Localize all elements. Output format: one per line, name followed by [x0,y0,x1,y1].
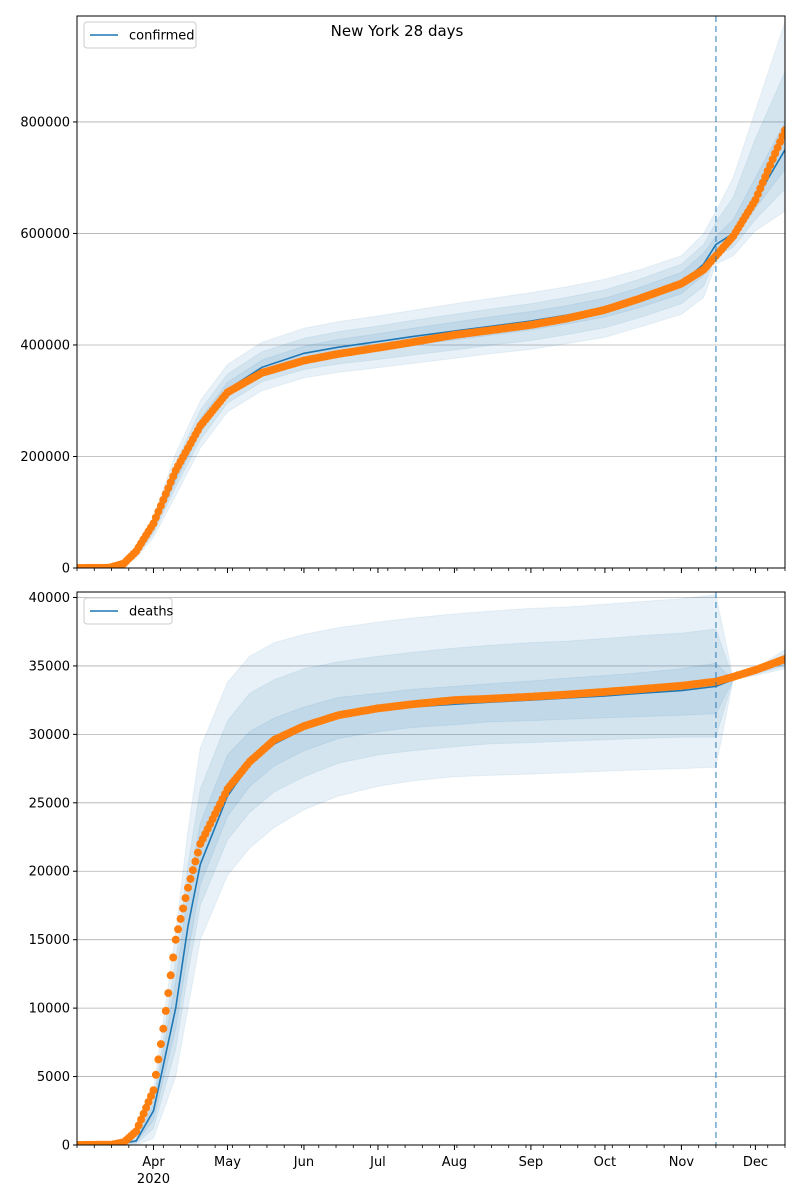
legend: deaths [83,597,174,625]
legend: confirmed [83,21,197,49]
observed-point [154,1055,163,1064]
y-tick-label: 35000 [29,659,70,674]
y-tick-label: 25000 [29,796,70,811]
observed-point [181,894,190,903]
observed-point [778,132,785,141]
observed-point [161,1006,170,1015]
y-tick-label: 20000 [29,865,70,880]
figure-title: New York 28 days [331,22,464,40]
x-tick-label: Oct [594,1155,616,1170]
observed-point [171,935,180,944]
observed-point [186,874,195,883]
observed-point [193,848,202,857]
x-tick-label: Dec [743,1155,768,1170]
observed-point [781,126,785,135]
deaths-panel: 0 5000 10000 15000 20000 25000 30000 35000 40000… [29,591,786,1187]
y-tick-label: 30000 [29,728,70,743]
uncertainty-band-50pct [77,655,785,1145]
observed-point [151,1070,160,1079]
observed-point [174,925,183,934]
y-tick-label: 800000 [20,115,70,130]
observed-point [149,1086,158,1095]
observed-point [781,655,785,664]
observed-point [159,1024,168,1033]
x-tick-label: Aug [442,1155,467,1170]
x-tick-label: Sep [519,1155,544,1170]
x-tick-label: Jul [369,1155,386,1170]
y-tick-label: 0 [62,1139,70,1154]
observed-point [164,989,173,998]
confirmed-panel: 0 200000 400000 600000 800000 confirmed [20,15,786,577]
observed-point [176,914,185,923]
observed-point [156,1040,165,1049]
axes-frame [76,591,786,1146]
observed-point [169,953,178,962]
observed-point [188,866,197,875]
axes-frame [76,15,786,569]
uncertainty-band-80pct [77,71,785,568]
y-tick-label: 200000 [20,450,70,465]
observed-point [184,883,192,892]
y-tick-label: 400000 [20,338,70,353]
y-tick-label: 10000 [29,1002,70,1017]
observed-point [166,971,175,980]
y-tick-label: 0 [62,562,70,577]
observed-point [191,857,200,866]
legend-label: deaths [129,605,174,620]
y-tick-label: 15000 [29,933,70,948]
x-tick-label: Jun [293,1155,314,1170]
x-year-label: 2020 [137,1172,170,1187]
x-tick-label: Nov [669,1155,695,1170]
x-tick-label: Apr [142,1155,165,1170]
observed-point [179,904,188,913]
y-tick-label: 5000 [37,1070,70,1085]
y-tick-label: 40000 [29,591,70,606]
x-tick-label: May [214,1155,241,1170]
legend-label: confirmed [129,29,195,44]
y-tick-label: 600000 [20,227,70,242]
uncertainty-band-95pct [77,594,785,1145]
